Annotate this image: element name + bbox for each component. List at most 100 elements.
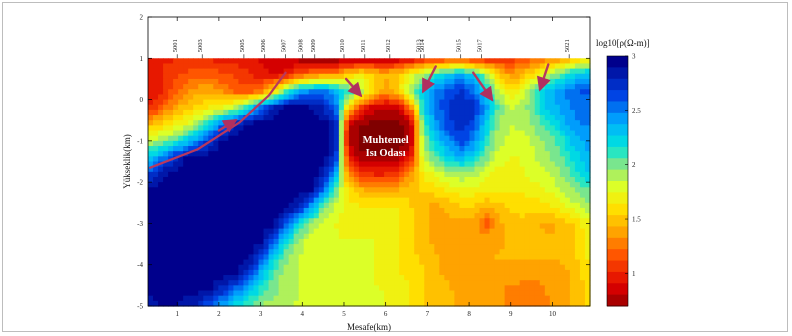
heatmap-cell bbox=[575, 291, 581, 297]
heatmap-cell bbox=[570, 177, 576, 183]
heatmap-cell bbox=[173, 285, 179, 291]
heatmap-cell bbox=[444, 151, 450, 157]
heatmap-cell bbox=[354, 105, 360, 111]
heatmap-cell bbox=[565, 105, 571, 111]
heatmap-cell bbox=[324, 275, 330, 281]
heatmap-cell bbox=[289, 89, 295, 95]
heatmap-cell bbox=[284, 172, 290, 178]
heatmap-cell bbox=[439, 131, 445, 137]
heatmap-cell bbox=[399, 100, 405, 106]
heatmap-cell bbox=[439, 105, 445, 111]
heatmap-cell bbox=[394, 187, 400, 193]
heatmap-cell bbox=[369, 58, 375, 64]
heatmap-cell bbox=[464, 275, 470, 281]
heatmap-cell bbox=[399, 244, 405, 250]
heatmap-cell bbox=[238, 182, 244, 188]
station-label: 5008 bbox=[297, 39, 304, 52]
heatmap-cell bbox=[434, 110, 440, 116]
heatmap-cell bbox=[500, 74, 506, 80]
heatmap-cell bbox=[218, 198, 224, 204]
heatmap-cell bbox=[510, 213, 516, 219]
heatmap-cell bbox=[379, 229, 385, 235]
heatmap-cell bbox=[274, 213, 280, 219]
heatmap-cell bbox=[389, 280, 395, 286]
heatmap-cell bbox=[344, 84, 350, 90]
heatmap-cell bbox=[434, 275, 440, 281]
heatmap-cell bbox=[464, 84, 470, 90]
heatmap-cell bbox=[208, 115, 214, 121]
heatmap-cell bbox=[168, 208, 174, 214]
heatmap-cell bbox=[198, 100, 204, 106]
heatmap-cell bbox=[505, 182, 511, 188]
heatmap-cell bbox=[198, 275, 204, 281]
heatmap-cell bbox=[218, 89, 224, 95]
heatmap-cell bbox=[248, 63, 254, 69]
heatmap-cell bbox=[530, 115, 536, 121]
heatmap-cell bbox=[580, 131, 586, 137]
heatmap-cell bbox=[374, 110, 380, 116]
heatmap-cell bbox=[233, 136, 239, 142]
heatmap-cell bbox=[560, 265, 566, 271]
heatmap-cell bbox=[530, 275, 536, 281]
heatmap-cell bbox=[324, 244, 330, 250]
heatmap-cell bbox=[153, 167, 159, 173]
heatmap-cell bbox=[364, 63, 370, 69]
heatmap-cell bbox=[289, 275, 295, 281]
heatmap-cell bbox=[495, 291, 501, 297]
heatmap-cell bbox=[324, 58, 330, 64]
heatmap-cell bbox=[253, 239, 259, 245]
heatmap-cell bbox=[233, 69, 239, 75]
heatmap-cell bbox=[304, 58, 310, 64]
heatmap-cell bbox=[449, 69, 455, 75]
heatmap-cell bbox=[500, 110, 506, 116]
heatmap-cell bbox=[464, 234, 470, 240]
heatmap-cell bbox=[248, 120, 254, 126]
heatmap-cell bbox=[218, 105, 224, 111]
heatmap-cell bbox=[429, 177, 435, 183]
heatmap-cell bbox=[545, 115, 551, 121]
heatmap-cell bbox=[289, 79, 295, 85]
heatmap-cell bbox=[248, 291, 254, 297]
heatmap-cell bbox=[530, 125, 536, 131]
heatmap-cell bbox=[439, 208, 445, 214]
heatmap-cell bbox=[163, 177, 169, 183]
heatmap-cell bbox=[148, 223, 154, 229]
heatmap-cell bbox=[279, 125, 285, 131]
heatmap-cell bbox=[148, 69, 154, 75]
heatmap-cell bbox=[193, 110, 199, 116]
heatmap-cell bbox=[289, 110, 295, 116]
heatmap-cell bbox=[193, 131, 199, 137]
heatmap-cell bbox=[279, 239, 285, 245]
heatmap-cell bbox=[404, 105, 410, 111]
heatmap-cell bbox=[274, 198, 280, 204]
heatmap-cell bbox=[198, 84, 204, 90]
heatmap-cell bbox=[459, 79, 465, 85]
heatmap-cell bbox=[213, 58, 219, 64]
heatmap-cell bbox=[540, 125, 546, 131]
heatmap-cell bbox=[284, 125, 290, 131]
heatmap-cell bbox=[530, 79, 536, 85]
heatmap-cell bbox=[464, 94, 470, 100]
heatmap-cell bbox=[454, 218, 460, 224]
heatmap-cell bbox=[359, 260, 365, 266]
heatmap-cell bbox=[444, 296, 450, 302]
heatmap-cell bbox=[520, 223, 526, 229]
heatmap-cell bbox=[540, 187, 546, 193]
heatmap-cell bbox=[449, 187, 455, 193]
x-tick-label: 10 bbox=[549, 310, 557, 318]
heatmap-cell bbox=[349, 136, 355, 142]
heatmap-cell bbox=[299, 223, 305, 229]
heatmap-cell bbox=[284, 291, 290, 297]
heatmap-cell bbox=[444, 218, 450, 224]
heatmap-cell bbox=[304, 110, 310, 116]
heatmap-cell bbox=[339, 131, 345, 137]
heatmap-cell bbox=[238, 291, 244, 297]
heatmap-cell bbox=[148, 125, 154, 131]
heatmap-cell bbox=[329, 79, 335, 85]
heatmap-cell bbox=[449, 94, 455, 100]
heatmap-cell bbox=[394, 192, 400, 198]
heatmap-cell bbox=[218, 63, 224, 69]
heatmap-cell bbox=[520, 79, 526, 85]
heatmap-cell bbox=[178, 100, 184, 106]
heatmap-cell bbox=[459, 94, 465, 100]
